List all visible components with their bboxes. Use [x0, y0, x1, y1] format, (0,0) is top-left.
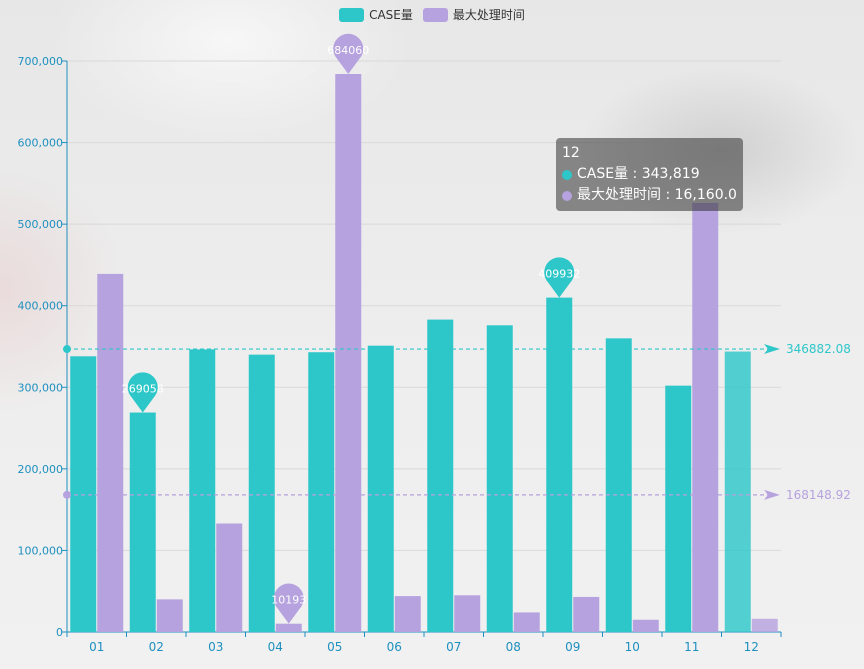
average-line-label: 346882.08 — [786, 342, 851, 356]
y-tick-label: 400,000 — [18, 300, 64, 313]
x-tick-label: 07 — [446, 640, 461, 654]
y-tick-label: 600,000 — [18, 137, 64, 150]
legend-item-case[interactable]: CASE量 — [339, 6, 413, 23]
bar-case — [129, 412, 156, 632]
bar-max-time — [394, 596, 421, 632]
mark-point-pin — [333, 33, 364, 75]
mark-point-label: 269058 — [122, 383, 164, 396]
mark-point-pin — [273, 583, 304, 624]
mark-point-label: 684060 — [327, 44, 369, 57]
y-tick-label: 100,000 — [18, 544, 64, 557]
bar-case — [308, 352, 335, 632]
x-tick-label: 11 — [684, 640, 699, 654]
bar-case — [605, 338, 632, 632]
bar-case — [248, 354, 275, 632]
tooltip-text-max-time: 最大处理时间 : 16,160.0 — [577, 187, 737, 203]
average-line-arrow — [764, 489, 780, 500]
legend-item-max-time[interactable]: 最大处理时间 — [422, 6, 525, 23]
x-tick-label: 04 — [268, 640, 283, 654]
y-tick-label: 0 — [56, 626, 63, 639]
bar-case — [189, 349, 216, 632]
x-tick-label: 01 — [89, 640, 104, 654]
y-tick-label: 200,000 — [18, 463, 64, 476]
bar-max-time — [573, 596, 600, 632]
tooltip-row-max-time: 最大处理时间 : 16,160.0 — [562, 185, 737, 206]
legend-label-max-time: 最大处理时间 — [452, 8, 525, 22]
tooltip-row-case: CASE量 : 343,819 — [562, 164, 737, 185]
x-tick-label: 05 — [327, 640, 342, 654]
tooltip-dot-case — [562, 169, 572, 180]
bar-case — [665, 385, 692, 632]
bar-max-time — [156, 599, 183, 632]
tooltip-dot-max-time — [562, 190, 572, 201]
average-line-arrow — [764, 344, 780, 355]
bar-max-time — [692, 202, 719, 633]
x-tick-label: 03 — [208, 640, 223, 654]
average-line-start — [63, 345, 71, 354]
mark-point-label: 409932 — [538, 268, 580, 281]
legend-swatch-case — [339, 7, 365, 22]
tooltip: 12 CASE量 : 343,819 最大处理时间 : 16,160.0 — [556, 138, 743, 211]
bar-max-time — [216, 523, 243, 632]
bar-max-time — [275, 623, 302, 632]
bar-max-time — [751, 618, 778, 632]
x-tick-label: 12 — [744, 640, 759, 654]
legend-swatch-max-time — [422, 7, 448, 22]
mark-point-pin — [544, 257, 575, 298]
average-line-label: 168148.92 — [786, 488, 851, 502]
x-tick-label: 08 — [506, 640, 521, 654]
bar-max-time — [335, 74, 362, 632]
x-tick-label: 02 — [149, 640, 164, 654]
mark-point-pin — [127, 372, 158, 413]
x-tick-label: 06 — [387, 640, 402, 654]
average-line-start — [63, 490, 71, 499]
tooltip-text-case: CASE量 : 343,819 — [577, 166, 700, 182]
x-tick-label: 09 — [565, 640, 580, 654]
x-tick-label: 10 — [625, 640, 640, 654]
bar-max-time — [454, 595, 481, 632]
chart-legend: CASE量 最大处理时间 — [0, 6, 864, 23]
bar-max-time — [513, 612, 540, 632]
bar-case — [367, 345, 394, 632]
bar-max-time — [632, 619, 659, 632]
bar-case — [486, 325, 513, 632]
y-tick-label: 700,000 — [18, 55, 64, 68]
bar-case — [427, 319, 454, 632]
bar-case — [546, 297, 573, 632]
tooltip-title: 12 — [562, 145, 580, 161]
mark-point-label: 10193 — [271, 594, 306, 607]
legend-label-case: CASE量 — [369, 8, 413, 22]
bar-case — [724, 351, 751, 632]
bar-case — [70, 356, 97, 632]
y-tick-label: 300,000 — [18, 381, 64, 394]
bar-max-time — [97, 273, 124, 632]
y-tick-label: 500,000 — [18, 218, 64, 231]
